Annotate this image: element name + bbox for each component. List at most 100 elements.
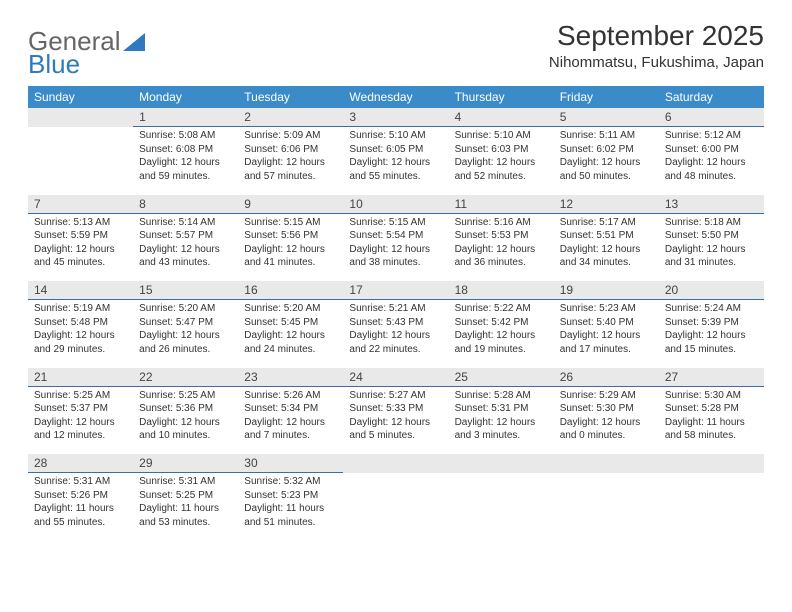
sunset-line-label: Sunset: (34, 230, 68, 241)
sunrise-line-value: 5:20 AM (284, 303, 321, 314)
day-content-cell: Sunrise: 5:22 AMSunset: 5:42 PMDaylight:… (449, 300, 554, 368)
sunset-line-value: 6:00 PM (702, 144, 739, 155)
day-content-row: Sunrise: 5:19 AMSunset: 5:48 PMDaylight:… (28, 300, 764, 368)
sunrise-line-value: 5:12 AM (704, 130, 741, 141)
sunset-line-label: Sunset: (139, 490, 173, 501)
sunset-line: Sunset: 5:39 PM (665, 316, 758, 330)
day-number-cell (554, 454, 659, 473)
sunrise-line-label: Sunrise: (665, 217, 702, 228)
day-content-cell: Sunrise: 5:20 AMSunset: 5:45 PMDaylight:… (238, 300, 343, 368)
day-number-cell: 30 (238, 454, 343, 473)
sunrise-line: Sunrise: 5:29 AM (560, 389, 653, 403)
sunset-line-label: Sunset: (665, 403, 699, 414)
weekday-header: Saturday (659, 86, 764, 108)
daylight-line-label: Daylight: (34, 330, 73, 341)
sunset-line-label: Sunset: (244, 403, 278, 414)
sunset-line-label: Sunset: (34, 490, 68, 501)
sunrise-line-label: Sunrise: (34, 476, 71, 487)
day-content-cell: Sunrise: 5:23 AMSunset: 5:40 PMDaylight:… (554, 300, 659, 368)
sunset-line: Sunset: 5:56 PM (244, 229, 337, 243)
daylight-line-label: Daylight: (139, 330, 178, 341)
sunset-line: Sunset: 5:42 PM (455, 316, 548, 330)
sunset-line-label: Sunset: (244, 230, 278, 241)
day-number: 12 (560, 197, 573, 211)
sunrise-line: Sunrise: 5:08 AM (139, 129, 232, 143)
sunset-line-value: 5:34 PM (281, 403, 318, 414)
day-number-cell: 10 (343, 195, 448, 214)
sunset-line-value: 5:43 PM (386, 317, 423, 328)
day-content-cell: Sunrise: 5:20 AMSunset: 5:47 PMDaylight:… (133, 300, 238, 368)
sunrise-line: Sunrise: 5:24 AM (665, 302, 758, 316)
sunset-line-value: 5:47 PM (176, 317, 213, 328)
sunset-line: Sunset: 5:28 PM (665, 402, 758, 416)
day-content-row: Sunrise: 5:25 AMSunset: 5:37 PMDaylight:… (28, 386, 764, 454)
sunset-line: Sunset: 6:03 PM (455, 143, 548, 157)
daylight-line: Daylight: 12 hours and 0 minutes. (560, 416, 653, 443)
sunset-line-value: 5:33 PM (386, 403, 423, 414)
day-content-cell: Sunrise: 5:25 AMSunset: 5:37 PMDaylight:… (28, 386, 133, 454)
day-number: 27 (665, 370, 678, 384)
sunset-line: Sunset: 5:48 PM (34, 316, 127, 330)
sunset-line-label: Sunset: (349, 403, 383, 414)
sunrise-line-label: Sunrise: (560, 217, 597, 228)
sunset-line: Sunset: 6:06 PM (244, 143, 337, 157)
daylight-line: Daylight: 12 hours and 38 minutes. (349, 243, 442, 270)
sunrise-line-label: Sunrise: (665, 390, 702, 401)
calendar-table: Sunday Monday Tuesday Wednesday Thursday… (28, 86, 764, 541)
sunset-line-label: Sunset: (665, 144, 699, 155)
sunrise-line-value: 5:17 AM (599, 217, 636, 228)
day-number-cell: 9 (238, 195, 343, 214)
sunrise-line-label: Sunrise: (560, 130, 597, 141)
day-number-cell: 21 (28, 368, 133, 387)
sunset-line: Sunset: 5:54 PM (349, 229, 442, 243)
sunset-line-value: 5:37 PM (71, 403, 108, 414)
sunset-line: Sunset: 5:25 PM (139, 489, 232, 503)
day-number-cell: 19 (554, 281, 659, 300)
sunrise-line: Sunrise: 5:26 AM (244, 389, 337, 403)
daylight-line-label: Daylight: (455, 244, 494, 255)
sunset-line-label: Sunset: (139, 230, 173, 241)
sunrise-line-value: 5:26 AM (284, 390, 321, 401)
daylight-line-label: Daylight: (560, 157, 599, 168)
sunset-line-label: Sunset: (560, 230, 594, 241)
day-content-cell (449, 473, 554, 541)
sunrise-line: Sunrise: 5:31 AM (34, 475, 127, 489)
daylight-line: Daylight: 12 hours and 57 minutes. (244, 156, 337, 183)
sunset-line: Sunset: 5:45 PM (244, 316, 337, 330)
day-number: 20 (665, 283, 678, 297)
sunrise-line-label: Sunrise: (139, 303, 176, 314)
sunset-line-label: Sunset: (349, 144, 383, 155)
weekday-header: Thursday (449, 86, 554, 108)
sunrise-line-label: Sunrise: (244, 476, 281, 487)
day-number-row: 78910111213 (28, 195, 764, 214)
sunset-line-value: 5:57 PM (176, 230, 213, 241)
sunset-line-label: Sunset: (349, 230, 383, 241)
sunrise-line: Sunrise: 5:20 AM (244, 302, 337, 316)
sunset-line-label: Sunset: (665, 317, 699, 328)
sunrise-line-label: Sunrise: (244, 130, 281, 141)
day-content-cell (554, 473, 659, 541)
sunrise-line-label: Sunrise: (244, 390, 281, 401)
sunrise-line: Sunrise: 5:10 AM (455, 129, 548, 143)
daylight-line-label: Daylight: (665, 157, 704, 168)
sunset-line: Sunset: 6:00 PM (665, 143, 758, 157)
sunset-line-value: 5:59 PM (71, 230, 108, 241)
day-content-cell: Sunrise: 5:19 AMSunset: 5:48 PMDaylight:… (28, 300, 133, 368)
sunset-line-value: 5:40 PM (596, 317, 633, 328)
day-content-cell: Sunrise: 5:16 AMSunset: 5:53 PMDaylight:… (449, 213, 554, 281)
sunrise-line-label: Sunrise: (455, 390, 492, 401)
sunrise-line-label: Sunrise: (455, 217, 492, 228)
day-number-cell (343, 454, 448, 473)
sunrise-line: Sunrise: 5:15 AM (244, 216, 337, 230)
sunset-line-value: 5:25 PM (176, 490, 213, 501)
daylight-line: Daylight: 12 hours and 24 minutes. (244, 329, 337, 356)
sunset-line-value: 5:56 PM (281, 230, 318, 241)
daylight-line-label: Daylight: (139, 503, 178, 514)
sunrise-line-value: 5:14 AM (179, 217, 216, 228)
sunset-line-value: 5:26 PM (71, 490, 108, 501)
sunrise-line: Sunrise: 5:21 AM (349, 302, 442, 316)
sunrise-line: Sunrise: 5:17 AM (560, 216, 653, 230)
sunrise-line-label: Sunrise: (349, 303, 386, 314)
day-content-row: Sunrise: 5:13 AMSunset: 5:59 PMDaylight:… (28, 213, 764, 281)
daylight-line-label: Daylight: (560, 244, 599, 255)
